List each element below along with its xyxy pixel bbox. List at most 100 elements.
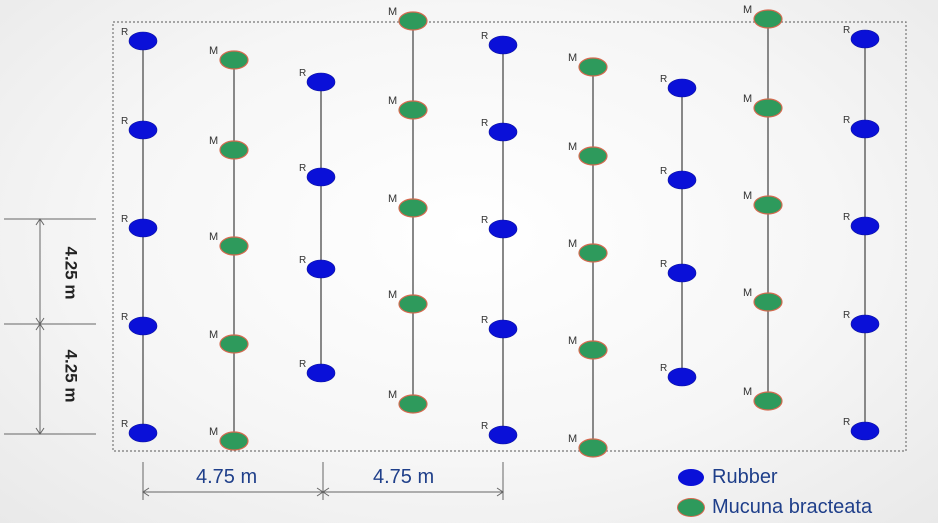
mucuna-plant-marker — [398, 100, 428, 120]
rubber-plant-marker — [850, 421, 880, 441]
mucuna-marker-icon — [678, 498, 704, 516]
mucuna-plant-marker — [219, 431, 249, 451]
rubber-plant-marker — [306, 72, 336, 92]
rubber-marker-letter: R — [121, 312, 128, 323]
mucuna-marker-letter: M — [743, 190, 752, 202]
mucuna-plant-marker — [578, 57, 608, 77]
mucuna-marker-letter: M — [209, 135, 218, 147]
rubber-plant-marker — [850, 29, 880, 49]
vertical-spacing-label-1: 4.25 m — [61, 246, 81, 300]
mucuna-plant-marker — [578, 438, 608, 458]
rubber-marker-letter: R — [121, 419, 128, 430]
mucuna-plant-marker — [219, 334, 249, 354]
dimension-arrowhead — [35, 218, 45, 226]
rubber-plant-marker — [488, 219, 518, 239]
mucuna-marker-letter: M — [568, 141, 577, 153]
rubber-plant-marker — [667, 367, 697, 387]
legend-label-mucuna: Mucuna bracteata — [712, 495, 873, 518]
rubber-marker-letter: R — [481, 31, 488, 42]
rubber-marker-letter: R — [660, 259, 667, 270]
rubber-plant-marker — [128, 423, 158, 443]
rubber-marker-letter: R — [660, 166, 667, 177]
rubber-plant-marker — [488, 319, 518, 339]
plot-boundary — [112, 21, 907, 452]
mucuna-plant-marker — [753, 9, 783, 29]
vertical-spacing-label-2: 4.25 m — [61, 349, 81, 403]
mucuna-marker-letter: M — [568, 52, 577, 64]
mucuna-marker-letter: M — [568, 238, 577, 250]
rubber-plant-marker — [128, 316, 158, 336]
legend-item-rubber: Rubber — [678, 462, 933, 492]
mucuna-plant-marker — [398, 11, 428, 31]
rubber-marker-letter: R — [121, 214, 128, 225]
mucuna-plant-marker — [578, 243, 608, 263]
dimension-arrowhead — [35, 323, 45, 331]
mucuna-marker-letter: M — [743, 386, 752, 398]
rubber-plant-marker — [306, 167, 336, 187]
rubber-marker-letter: R — [843, 417, 850, 428]
rubber-plant-marker — [850, 314, 880, 334]
rubber-plant-marker — [306, 259, 336, 279]
rubber-marker-letter: R — [660, 74, 667, 85]
rubber-marker-letter: R — [121, 116, 128, 127]
rubber-marker-letter: R — [843, 310, 850, 321]
mucuna-plant-marker — [398, 198, 428, 218]
rubber-plant-marker — [488, 35, 518, 55]
dimension-arrowhead — [496, 487, 504, 497]
mucuna-marker-letter: M — [209, 231, 218, 243]
rubber-marker-letter: R — [843, 25, 850, 36]
mucuna-plant-marker — [219, 236, 249, 256]
horizontal-spacing-label-2: 4.75 m — [373, 466, 435, 488]
dimension-arrowhead — [142, 487, 150, 497]
rubber-plant-marker — [850, 119, 880, 139]
mucuna-marker-letter: M — [209, 329, 218, 341]
legend-item-mucuna: Mucuna bracteata — [678, 492, 933, 522]
mucuna-marker-letter: M — [209, 45, 218, 57]
rubber-marker-letter: R — [299, 255, 306, 266]
horizontal-spacing-label-1: 4.75 m — [196, 466, 258, 488]
mucuna-marker-letter: M — [388, 389, 397, 401]
rubber-plant-marker — [306, 363, 336, 383]
mucuna-marker-letter: M — [388, 6, 397, 18]
rubber-plant-marker — [128, 31, 158, 51]
rubber-plant-marker — [128, 218, 158, 238]
rubber-marker-letter: R — [481, 315, 488, 326]
mucuna-marker-letter: M — [388, 193, 397, 205]
mucuna-plant-marker — [578, 340, 608, 360]
mucuna-marker-letter: M — [743, 93, 752, 105]
mucuna-marker-letter: M — [743, 4, 752, 16]
rubber-plant-marker — [667, 170, 697, 190]
rubber-marker-letter: R — [481, 118, 488, 129]
rubber-plant-marker — [850, 216, 880, 236]
mucuna-marker-letter: M — [568, 433, 577, 445]
rubber-marker-letter: R — [660, 363, 667, 374]
rubber-marker-letter: R — [481, 421, 488, 432]
rubber-marker-icon — [678, 468, 704, 486]
mucuna-marker-letter: M — [568, 335, 577, 347]
rubber-plant-marker — [488, 425, 518, 445]
rubber-marker-letter: R — [843, 212, 850, 223]
rubber-marker-letter: R — [121, 27, 128, 38]
mucuna-plant-marker — [753, 195, 783, 215]
legend-label-rubber: Rubber — [712, 465, 778, 488]
legend: Rubber Mucuna bracteata — [678, 462, 933, 522]
dimension-arrowhead — [322, 487, 330, 497]
rubber-marker-letter: R — [481, 215, 488, 226]
mucuna-marker-letter: M — [209, 426, 218, 438]
rubber-marker-letter: R — [299, 359, 306, 370]
rubber-plant-marker — [488, 122, 518, 142]
mucuna-plant-marker — [219, 50, 249, 70]
mucuna-plant-marker — [753, 292, 783, 312]
rubber-marker-letter: R — [843, 115, 850, 126]
mucuna-plant-marker — [398, 294, 428, 314]
mucuna-plant-marker — [753, 98, 783, 118]
mucuna-marker-letter: M — [388, 289, 397, 301]
mucuna-marker-letter: M — [743, 287, 752, 299]
rubber-plant-marker — [667, 263, 697, 283]
mucuna-plant-marker — [753, 391, 783, 411]
mucuna-plant-marker — [578, 146, 608, 166]
rubber-marker-letter: R — [299, 163, 306, 174]
rubber-plant-marker — [128, 120, 158, 140]
